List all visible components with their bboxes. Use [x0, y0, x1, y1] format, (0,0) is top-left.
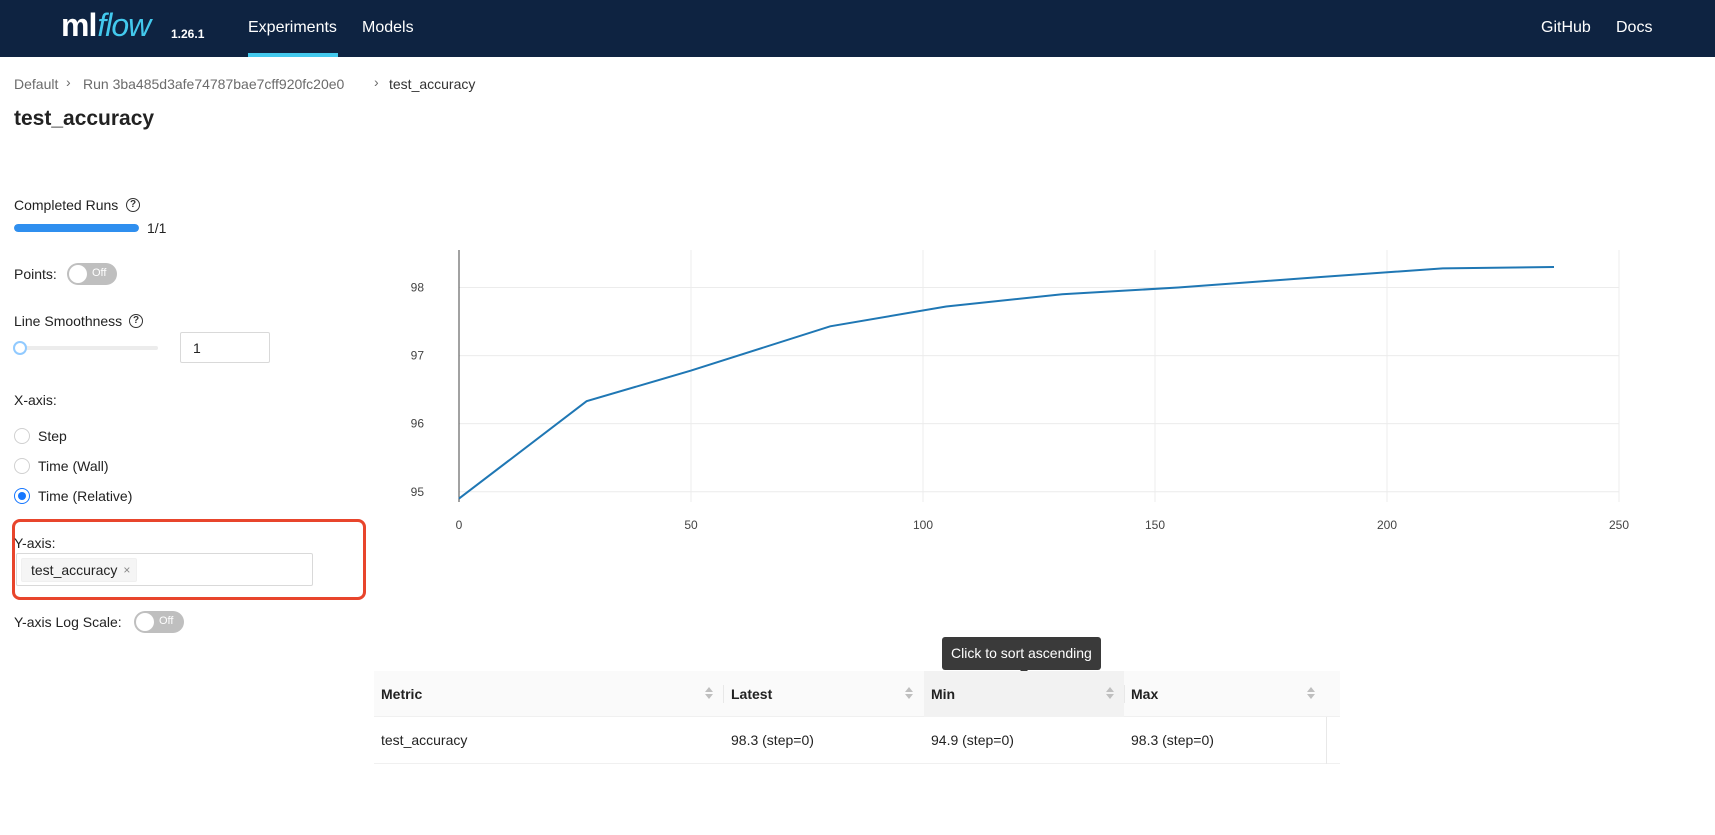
table-scroll-gutter: [1326, 717, 1327, 764]
sort-icon[interactable]: [1106, 687, 1114, 701]
y-log-label: Y-axis Log Scale:: [14, 614, 122, 630]
logo-ml: ml: [61, 7, 97, 43]
toggle-knob: [136, 613, 154, 631]
mlflow-logo[interactable]: ml flow: [61, 7, 151, 49]
radio-time-relative[interactable]: [14, 488, 30, 504]
column-header-min[interactable]: Min: [924, 671, 1124, 717]
column-header-label: Metric: [381, 686, 423, 702]
nav-models[interactable]: Models: [362, 19, 414, 36]
column-header-label: Min: [931, 686, 956, 702]
cell-metric: test_accuracy: [381, 732, 468, 748]
table-header: Metric Latest Min Max: [374, 671, 1340, 717]
version-label: 1.26.1: [171, 27, 205, 41]
y-log-toggle[interactable]: Off: [134, 611, 184, 633]
radio-step[interactable]: [14, 428, 30, 444]
breadcrumb-experiment[interactable]: Default: [14, 76, 59, 92]
x-tick-label: 150: [1145, 518, 1165, 532]
series-line: [458, 266, 1555, 500]
metric-chart[interactable]: 0 50 100 150 200 250 95 96 97 98: [360, 240, 1660, 550]
cell-latest: 98.3 (step=0): [731, 732, 814, 748]
y-axis-tag-label: test_accuracy: [31, 562, 118, 578]
question-icon[interactable]: ?: [129, 314, 143, 328]
column-divider: [723, 685, 724, 703]
column-header-label: Latest: [731, 686, 773, 702]
sort-icon[interactable]: [905, 687, 913, 701]
toggle-knob: [69, 265, 87, 283]
smoothness-input[interactable]: [180, 332, 270, 363]
column-header-latest[interactable]: Latest: [724, 671, 924, 717]
radio-time-relative-label[interactable]: Time (Relative): [38, 488, 133, 504]
table-row: test_accuracy 98.3 (step=0) 94.9 (step=0…: [374, 717, 1340, 764]
nav-github[interactable]: GitHub: [1541, 19, 1591, 36]
smoothness-slider[interactable]: [18, 346, 158, 350]
column-header-max[interactable]: Max: [1124, 671, 1326, 717]
y-tick-label: 97: [411, 349, 425, 363]
nav-docs[interactable]: Docs: [1616, 19, 1653, 36]
cell-min: 94.9 (step=0): [931, 732, 1014, 748]
sort-tooltip: Click to sort ascending: [942, 637, 1101, 670]
x-axis-label: X-axis:: [14, 392, 57, 408]
completed-runs-label: Completed Runs: [14, 197, 119, 213]
y-axis-tag: test_accuracy ×: [21, 558, 138, 582]
smoothness-slider-handle[interactable]: [13, 341, 27, 355]
cell-max: 98.3 (step=0): [1131, 732, 1214, 748]
chevron-right-icon: ›: [374, 74, 379, 90]
y-log-toggle-state: Off: [159, 615, 174, 627]
y-axis-label: Y-axis:: [14, 535, 56, 551]
radio-time-wall[interactable]: [14, 458, 30, 474]
column-header-metric[interactable]: Metric: [374, 671, 724, 717]
line-smoothness-label: Line Smoothness: [14, 313, 123, 329]
column-header-label: Max: [1131, 686, 1159, 702]
nav-active-indicator: [248, 53, 338, 57]
breadcrumb-metric: test_accuracy: [389, 76, 476, 92]
y-tick-label: 96: [411, 417, 425, 431]
breadcrumb-run[interactable]: Run 3ba485d3afe74787bae7cff920fc20e0: [83, 76, 345, 92]
y-tick-label: 95: [411, 485, 425, 499]
y-axis-highlight: [12, 519, 366, 600]
radio-time-wall-label[interactable]: Time (Wall): [38, 458, 109, 474]
sort-icon[interactable]: [705, 687, 713, 701]
x-tick-label: 250: [1609, 518, 1629, 532]
x-tick-label: 0: [456, 518, 463, 532]
sort-icon[interactable]: [1307, 687, 1315, 701]
chevron-right-icon: ›: [66, 74, 71, 90]
progress-fill: [14, 224, 139, 232]
y-tick-label: 98: [411, 280, 425, 294]
question-icon[interactable]: ?: [126, 198, 140, 212]
x-tick-label: 100: [913, 518, 933, 532]
nav-experiments[interactable]: Experiments: [248, 19, 337, 36]
close-icon[interactable]: ×: [123, 563, 131, 577]
completed-runs-progress: [14, 224, 139, 232]
points-toggle-state: Off: [92, 267, 107, 279]
x-tick-label: 200: [1377, 518, 1397, 532]
y-axis-select[interactable]: test_accuracy ×: [16, 553, 313, 586]
completed-runs-value: 1/1: [147, 220, 167, 236]
logo-flow: flow: [97, 7, 151, 43]
page-title: test_accuracy: [14, 107, 155, 130]
points-label: Points:: [14, 266, 57, 282]
top-nav-bar: ml flow 1.26.1 Experiments Models GitHub …: [0, 0, 1715, 57]
x-tick-label: 50: [684, 518, 698, 532]
radio-step-label[interactable]: Step: [38, 428, 67, 444]
column-divider: [1124, 685, 1125, 703]
points-toggle[interactable]: Off: [67, 263, 117, 285]
